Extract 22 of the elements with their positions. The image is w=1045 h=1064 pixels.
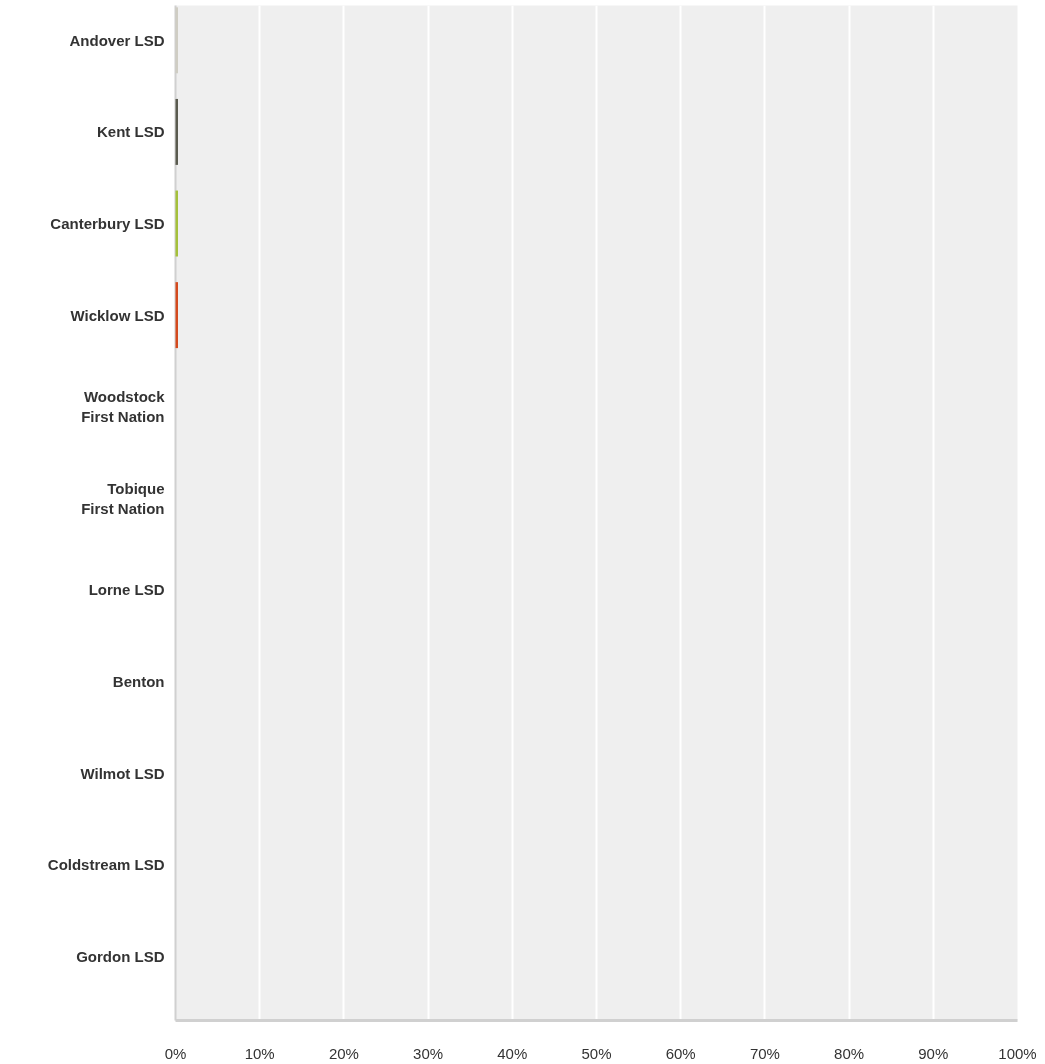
x-tick-label: 10% <box>244 1044 275 1062</box>
x-tick-label: 0% <box>164 1044 187 1062</box>
x-tick-label: 70% <box>749 1044 780 1062</box>
y-tick-label: Lorne LSD <box>88 581 165 599</box>
y-tick-label: Kent LSD <box>97 123 165 141</box>
x-tick-label: 40% <box>497 1044 528 1062</box>
x-tick-label: 100% <box>998 1044 1037 1062</box>
y-tick-label: Benton <box>112 673 165 691</box>
y-tick-label: Coldstream LSD <box>47 856 165 874</box>
x-tick-label: 90% <box>918 1044 949 1062</box>
x-tick-label: 20% <box>328 1044 359 1062</box>
y-tick-label: Andover LSD <box>69 31 165 49</box>
y-tick-label: Gordon LSD <box>76 947 165 965</box>
x-tick-label: 60% <box>665 1044 696 1062</box>
x-tick-label: 30% <box>413 1044 444 1062</box>
x-tick-label: 80% <box>834 1044 865 1062</box>
y-tick-label: Woodstock First Nation <box>81 388 166 426</box>
x-tick-label: 50% <box>581 1044 612 1062</box>
y-tick-label: Tobique First Nation <box>81 479 165 518</box>
y-tick-label: Wicklow LSD <box>70 306 165 324</box>
y-tick-label: Wilmot LSD <box>80 764 165 782</box>
y-tick-label: Canterbury LSD <box>50 215 165 233</box>
